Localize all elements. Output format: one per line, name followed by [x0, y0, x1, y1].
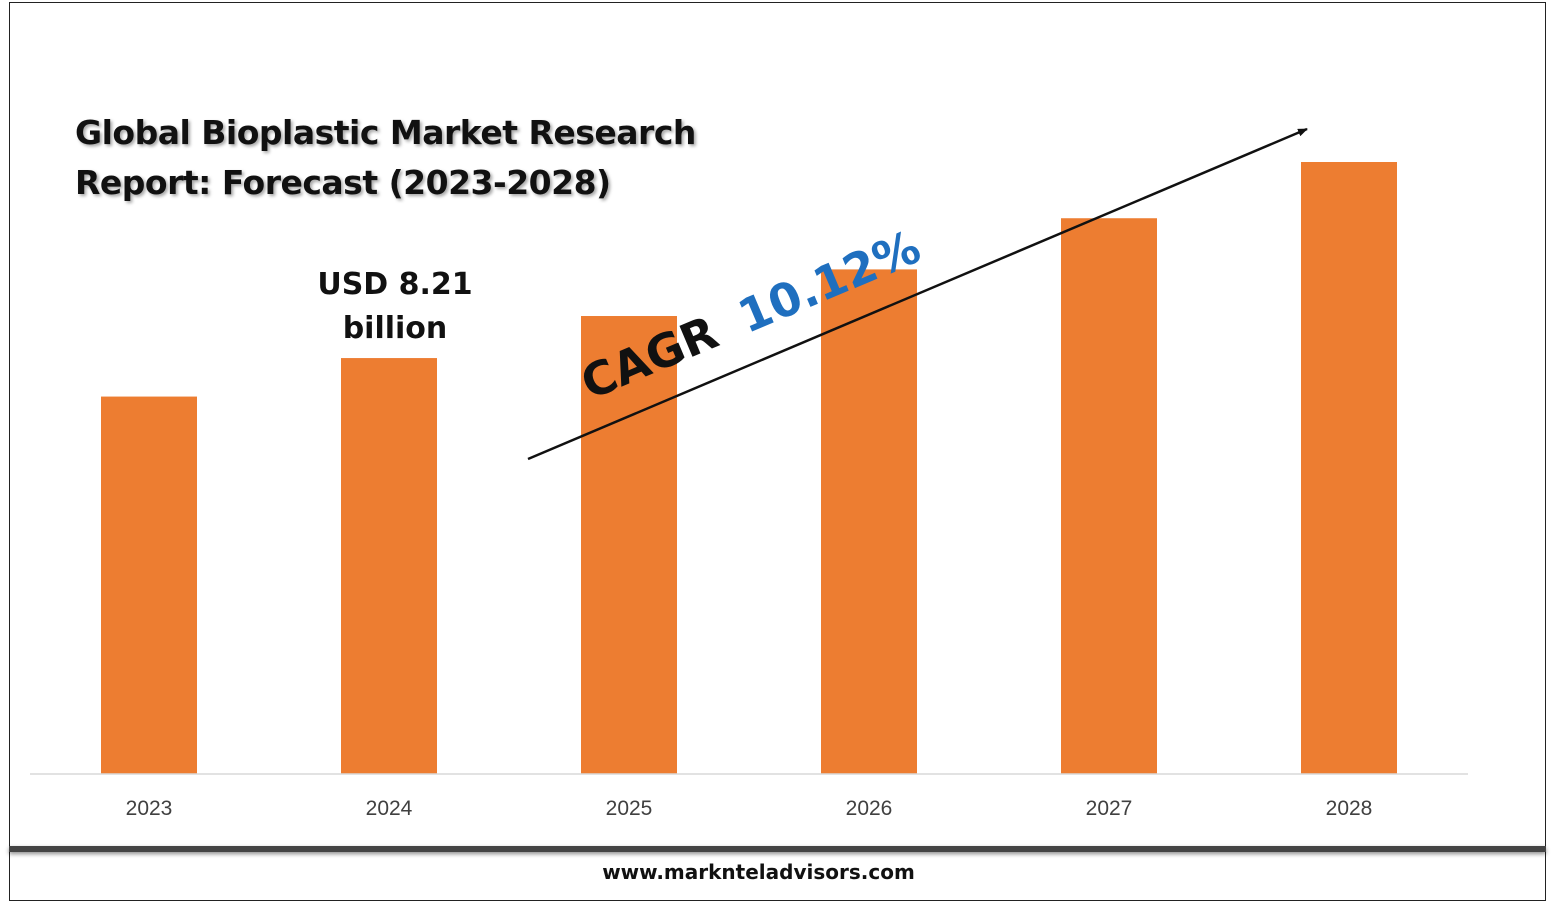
bar-2026 — [821, 269, 917, 774]
footer-divider — [9, 846, 1546, 852]
x-tick-label-2024: 2024 — [366, 797, 413, 820]
x-tick-label-2026: 2026 — [846, 797, 893, 820]
chart-title-line-1: Global Bioplastic Market Research — [75, 113, 696, 152]
x-tick-label-2027: 2027 — [1086, 797, 1133, 820]
x-tick-label-2028: 2028 — [1326, 797, 1373, 820]
chart-title-line-2: Report: Forecast (2023-2028) — [75, 163, 611, 202]
data-label-2024-line-2: billion — [343, 311, 448, 346]
data-labels: USD 8.21 billion — [317, 267, 472, 346]
bar-2027 — [1061, 218, 1157, 774]
footer-url: www.marknteladvisors.com — [602, 860, 915, 884]
cagr-trend-arrow — [527, 127, 1308, 461]
x-tick-label-2025: 2025 — [606, 797, 653, 820]
x-tick-label-2023: 2023 — [126, 797, 173, 820]
data-label-2024-line-1: USD 8.21 — [317, 267, 472, 302]
bar-2023 — [101, 396, 197, 774]
chart-frame — [9, 2, 1546, 901]
x-axis-ticks: 2023 2024 2025 2026 2027 2028 — [126, 797, 1373, 820]
bar-2025 — [581, 316, 677, 774]
chart-title: Global Bioplastic Market Research Report… — [75, 108, 696, 208]
bar-2028 — [1301, 162, 1397, 774]
bars-group — [101, 162, 1397, 774]
bar-2024 — [341, 358, 437, 774]
